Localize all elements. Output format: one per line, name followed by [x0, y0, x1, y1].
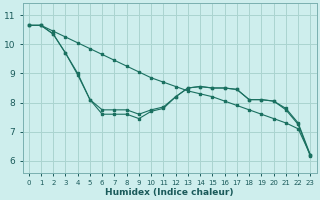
X-axis label: Humidex (Indice chaleur): Humidex (Indice chaleur): [105, 188, 234, 197]
